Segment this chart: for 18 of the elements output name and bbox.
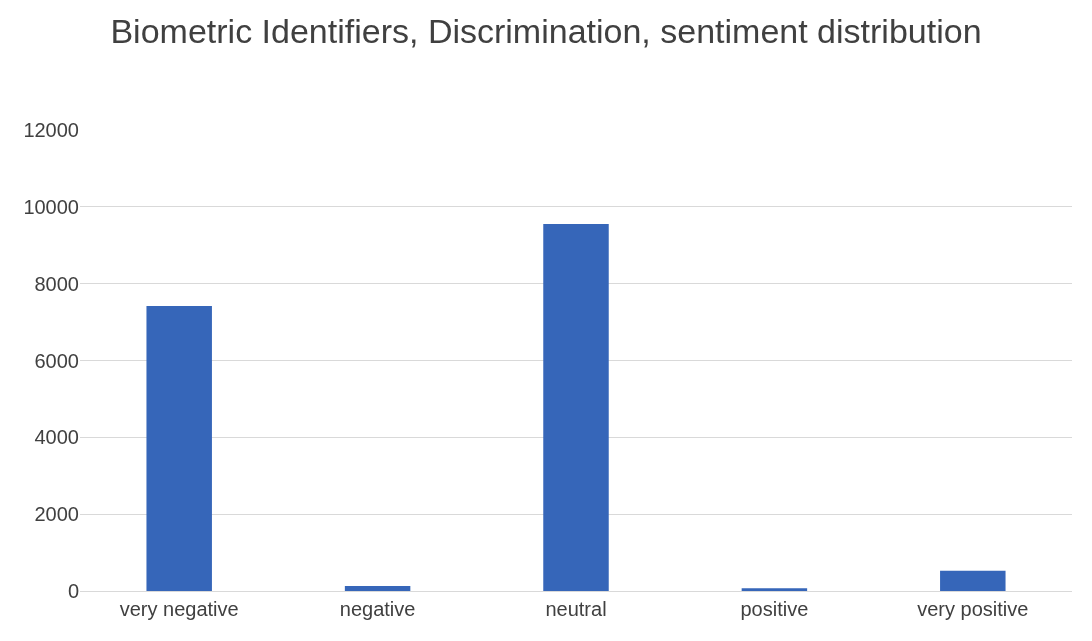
bar (741, 588, 808, 591)
y-tick-label: 12000 (23, 119, 79, 141)
y-tick-label: 2000 (34, 503, 79, 526)
bar (543, 224, 609, 591)
bar (940, 570, 1006, 591)
x-tick-label: very positive (917, 598, 1029, 620)
x-tick-label: very negative (119, 598, 239, 620)
y-tick-label: 8000 (34, 272, 79, 295)
x-tick-label: negative (339, 598, 416, 620)
y-tick-label: 10000 (23, 195, 79, 218)
x-tick-label: neutral (545, 598, 607, 620)
y-tick-label: 6000 (34, 349, 79, 372)
bar (146, 305, 212, 591)
y-tick-label: 0 (67, 580, 79, 602)
y-tick-label: 4000 (34, 426, 79, 449)
x-tick-label: positive (740, 598, 809, 620)
bar (344, 586, 411, 591)
chart-title: Biometric Identifiers, Discrimination, sentiment distribution (110, 12, 982, 51)
